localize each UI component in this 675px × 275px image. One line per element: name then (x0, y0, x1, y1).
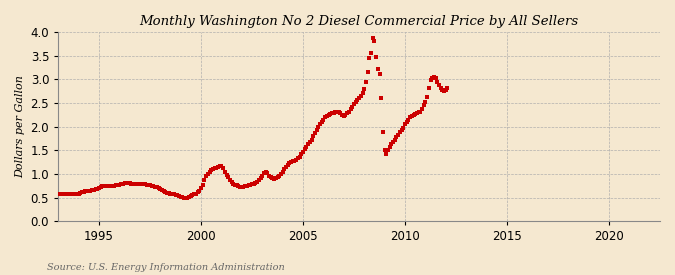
Y-axis label: Dollars per Gallon: Dollars per Gallon (15, 75, 25, 178)
Title: Monthly Washington No 2 Diesel Commercial Price by All Sellers: Monthly Washington No 2 Diesel Commercia… (140, 15, 578, 28)
Text: Source: U.S. Energy Information Administration: Source: U.S. Energy Information Administ… (47, 263, 285, 272)
